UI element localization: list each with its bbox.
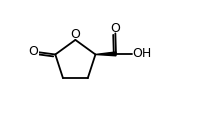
Text: O: O xyxy=(29,45,39,58)
Polygon shape xyxy=(96,52,116,56)
Text: O: O xyxy=(110,22,120,35)
Text: O: O xyxy=(70,28,80,41)
Text: OH: OH xyxy=(132,47,151,60)
